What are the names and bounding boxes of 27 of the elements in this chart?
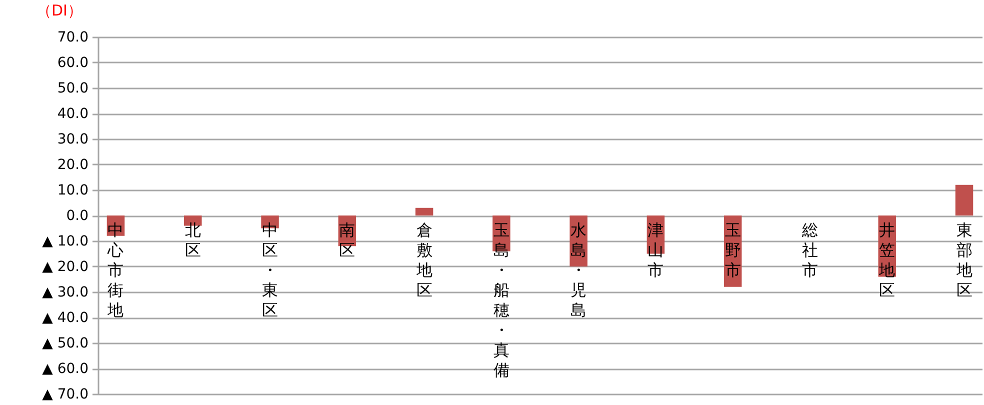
bar bbox=[955, 184, 974, 216]
x-tick-label: 南区 bbox=[339, 220, 356, 260]
y-tick-label: 50.0 bbox=[57, 80, 88, 96]
y-tick-label: 20.0 bbox=[57, 157, 88, 173]
y-axis-title: （DI） bbox=[36, 2, 82, 20]
y-tick-label: ▲ 50.0 bbox=[42, 336, 88, 352]
y-tick-label: 10.0 bbox=[57, 182, 88, 198]
y-tick-label: ▲ 70.0 bbox=[42, 386, 88, 402]
x-tick-label: 玉野市 bbox=[724, 220, 741, 280]
y-tick-label: ▲ 40.0 bbox=[42, 310, 88, 326]
y-tick-label: ▲ 30.0 bbox=[42, 284, 88, 300]
y-tick-label: ▲ 60.0 bbox=[42, 361, 88, 377]
x-tick-label: 総社市 bbox=[800, 220, 818, 280]
y-tick-label: 60.0 bbox=[57, 55, 88, 71]
x-tick-label: 水島・児島 bbox=[570, 220, 587, 320]
y-tick-label: 30.0 bbox=[57, 132, 88, 148]
x-tick-label: 中心市街地 bbox=[106, 220, 124, 320]
x-tick-label: 井笠地区 bbox=[878, 220, 896, 300]
y-tick-label: 0.0 bbox=[66, 208, 88, 224]
y-tick-label: ▲ 20.0 bbox=[42, 259, 88, 275]
y-tick-label: ▲ 10.0 bbox=[42, 234, 88, 250]
bar bbox=[415, 208, 434, 216]
y-tick-label: 40.0 bbox=[57, 106, 88, 122]
x-tick-label: 東部地区 bbox=[955, 220, 972, 300]
x-tick-label: 北区 bbox=[184, 220, 201, 260]
x-tick-label: 倉敷地区 bbox=[415, 220, 432, 300]
y-tick-label: 70.0 bbox=[57, 30, 88, 46]
